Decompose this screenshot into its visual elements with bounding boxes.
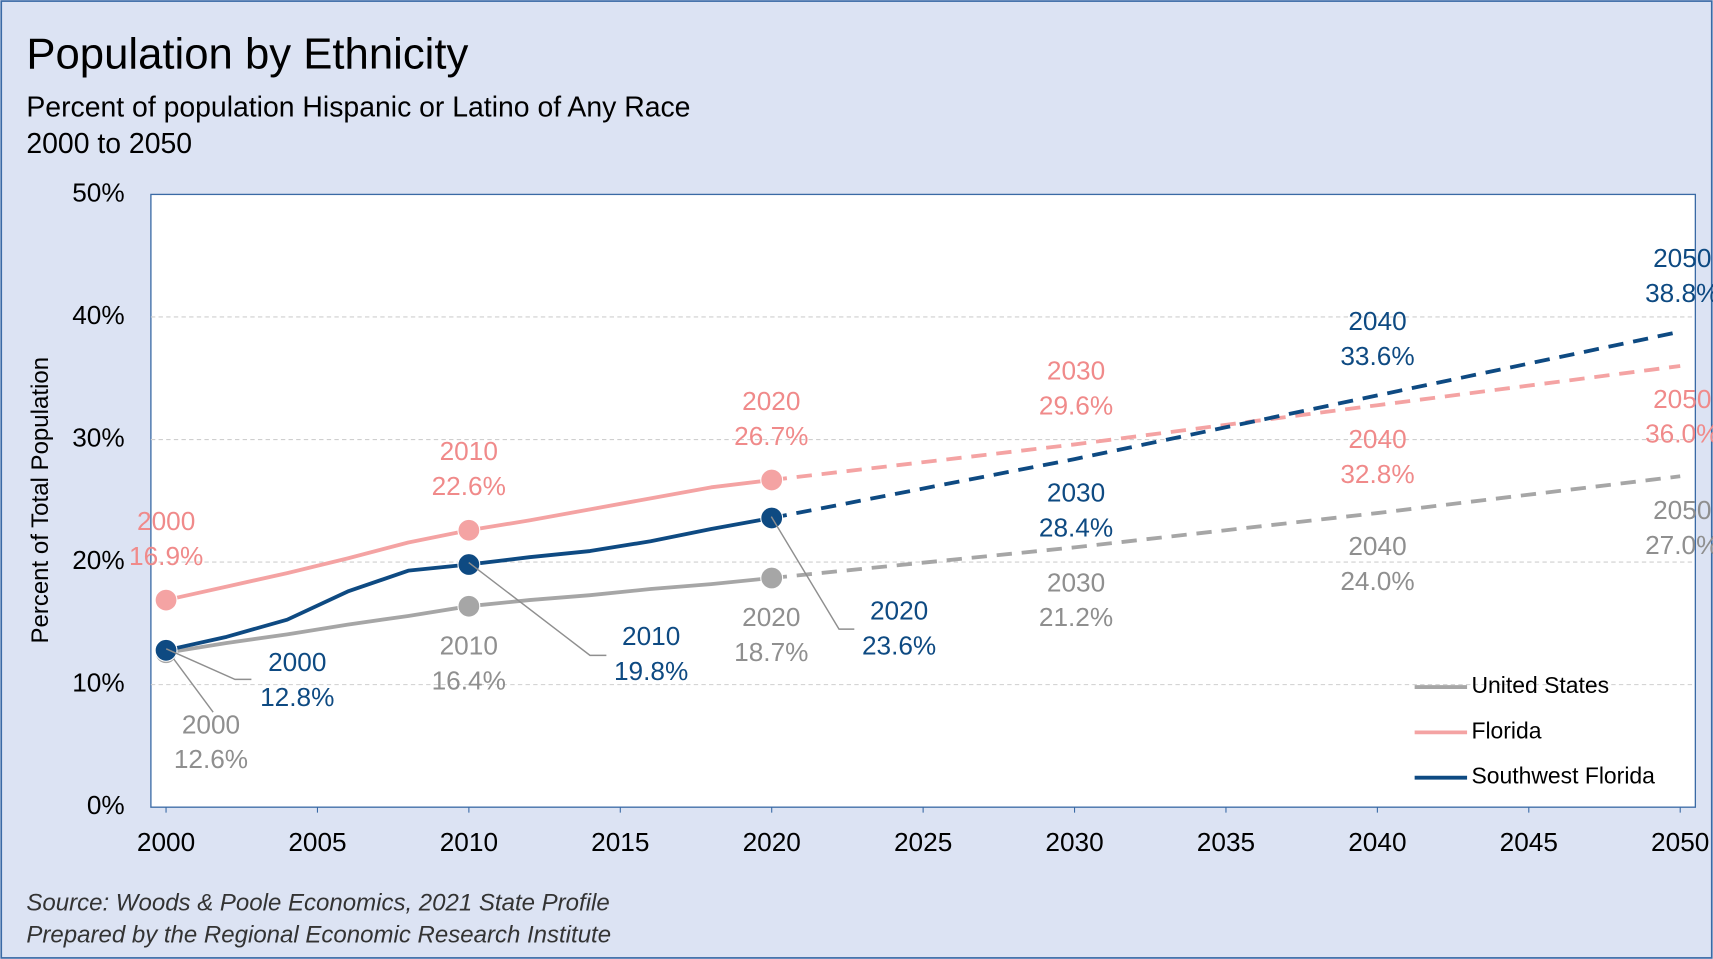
- data-label: 27.0%: [1645, 530, 1713, 560]
- legend-label: Southwest Florida: [1471, 763, 1655, 789]
- data-label-year: 2010: [440, 436, 498, 466]
- marker: [457, 518, 481, 542]
- data-label-year: 2030: [1047, 567, 1105, 597]
- data-label: 22.6%: [432, 471, 506, 501]
- data-label: 28.4%: [1039, 513, 1113, 543]
- y-tick-label: 10%: [72, 668, 124, 698]
- y-tick-label: 50%: [72, 177, 124, 207]
- marker: [154, 638, 178, 662]
- source-note: Source: Woods & Poole Economics, 2021 St…: [26, 890, 609, 917]
- data-label: 24.0%: [1340, 566, 1414, 596]
- data-label-year: 2010: [440, 631, 498, 661]
- data-label: 12.8%: [260, 682, 334, 712]
- projection-line: [771, 364, 1681, 482]
- data-label-year: 2020: [870, 596, 928, 626]
- x-tick-label: 2050: [1651, 827, 1709, 857]
- marker: [457, 594, 481, 618]
- data-label-year: 2040: [1348, 531, 1406, 561]
- x-tick-label: 2020: [743, 827, 801, 857]
- legend-label: Florida: [1471, 717, 1541, 743]
- leader-line: [770, 516, 855, 630]
- data-label-year: 2000: [182, 709, 240, 739]
- marker: [760, 566, 784, 590]
- data-label-year: 2030: [1047, 478, 1105, 508]
- subtitle: Percent of population Hispanic or Latino…: [26, 92, 690, 124]
- data-label: 36.0%: [1645, 419, 1713, 449]
- x-tick-label: 2015: [591, 827, 649, 857]
- data-label-year: 2020: [742, 386, 800, 416]
- x-tick-label: 2010: [440, 827, 498, 857]
- data-label-year: 2050: [1653, 243, 1711, 273]
- y-tick-label: 20%: [72, 545, 124, 575]
- data-label: 33.6%: [1340, 341, 1414, 371]
- x-tick-label: 2030: [1045, 827, 1103, 857]
- data-label-year: 2040: [1348, 424, 1406, 454]
- data-label: 29.6%: [1039, 390, 1113, 420]
- data-label: 18.7%: [734, 637, 808, 667]
- leader-line: [468, 561, 607, 657]
- y-tick-label: 0%: [87, 790, 125, 820]
- data-label: 16.9%: [129, 541, 203, 571]
- x-tick-label: 2040: [1348, 827, 1406, 857]
- y-axis-label: Percent of Total Population: [27, 357, 54, 644]
- data-label: 32.8%: [1340, 459, 1414, 489]
- data-label-year: 2030: [1047, 355, 1105, 385]
- data-label-year: 2050: [1653, 384, 1711, 414]
- x-tick-label: 2005: [288, 827, 346, 857]
- data-label: 16.4%: [432, 666, 506, 696]
- plot-area: [150, 193, 1697, 808]
- data-label: 21.2%: [1039, 602, 1113, 632]
- y-tick-label: 30%: [72, 422, 124, 452]
- legend-label: United States: [1471, 672, 1609, 698]
- data-label: 38.8%: [1645, 278, 1713, 308]
- data-label-year: 2050: [1653, 495, 1711, 525]
- data-label-year: 2020: [742, 602, 800, 632]
- data-label: 12.6%: [174, 744, 248, 774]
- x-tick-label: 2000: [137, 827, 195, 857]
- x-tick-label: 2025: [894, 827, 952, 857]
- data-label: 26.7%: [734, 421, 808, 451]
- source-note: Prepared by the Regional Economic Resear…: [26, 921, 611, 948]
- data-label-year: 2010: [622, 621, 680, 651]
- leader-line: [165, 648, 214, 713]
- marker: [760, 468, 784, 492]
- marker: [154, 588, 178, 612]
- marker: [457, 553, 481, 576]
- projection-line: [771, 329, 1681, 520]
- projection-line: [771, 474, 1681, 580]
- leader-line: [165, 648, 252, 681]
- x-tick-label: 2035: [1197, 827, 1255, 857]
- y-tick-label: 40%: [72, 300, 124, 330]
- data-label-year: 2000: [137, 506, 195, 536]
- data-label-year: 2040: [1348, 306, 1406, 336]
- data-label: 19.8%: [614, 656, 688, 686]
- data-label-year: 2000: [268, 647, 326, 677]
- data-label: 23.6%: [862, 631, 936, 661]
- chart-title: Population by Ethnicity: [26, 29, 468, 78]
- subtitle: 2000 to 2050: [26, 128, 192, 160]
- x-tick-label: 2045: [1500, 827, 1558, 857]
